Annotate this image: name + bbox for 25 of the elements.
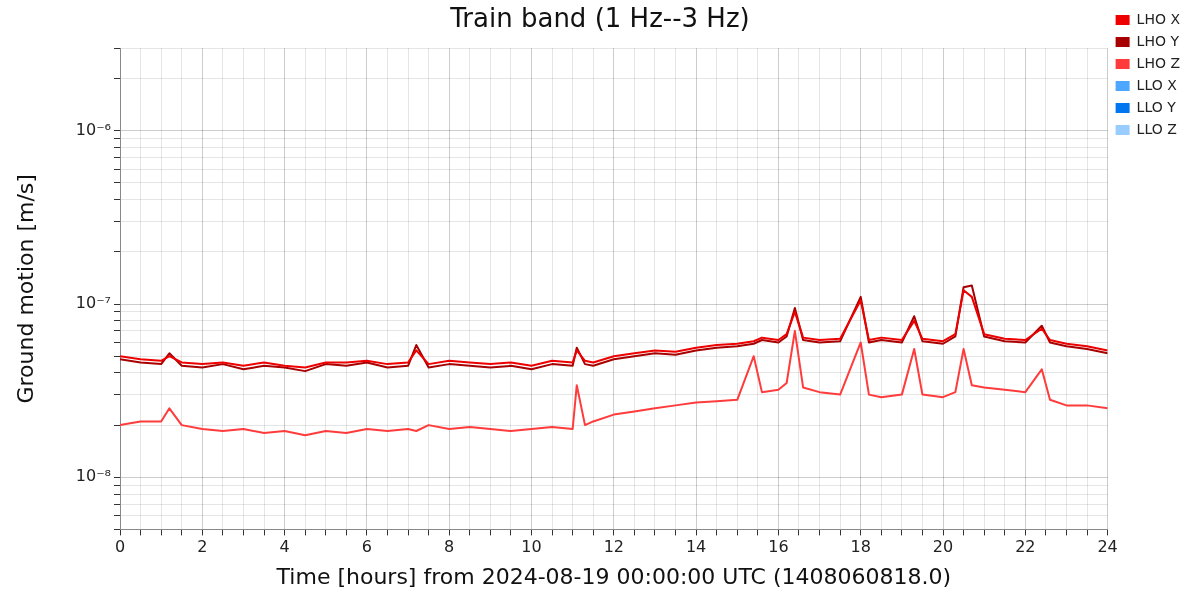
y-axis-title: Ground motion [m/s] [12,174,38,404]
legend-label: LLO X [1136,76,1178,93]
x-tick-label: 2 [197,537,208,557]
x-tick-label: 8 [444,537,455,557]
legend-label: LLO Z [1136,120,1177,137]
x-tick-label: 10 [521,537,542,557]
x-tick-label: 12 [603,537,624,557]
x-tick-label: 0 [114,537,126,557]
x-tick-label: 18 [850,537,871,557]
x-axis-title: Time [hours] from 2024-08-19 00:00:00 UTC (1408060818.0) [275,563,952,589]
legend-label: LHO X [1136,10,1181,27]
x-tick-label: 6 [361,537,372,557]
x-tick-label: 16 [768,537,789,557]
x-tick-label: 20 [932,537,954,557]
x-tick-label: 22 [1015,537,1036,557]
chart-title: Train band (1 Hz--3 Hz) [449,3,750,34]
legend-label: LHO Z [1136,54,1180,71]
x-tick-label: 24 [1097,537,1118,557]
x-tick-label: 4 [279,537,290,557]
y-tick-label: 10⁻⁷ [75,293,111,313]
x-tick-label: 14 [685,537,707,557]
legend-label: LHO Y [1136,32,1180,49]
y-tick-label: 10⁻⁶ [75,120,111,139]
legend-label: LLO Y [1136,98,1177,115]
y-tick-label: 10⁻⁸ [75,466,111,486]
